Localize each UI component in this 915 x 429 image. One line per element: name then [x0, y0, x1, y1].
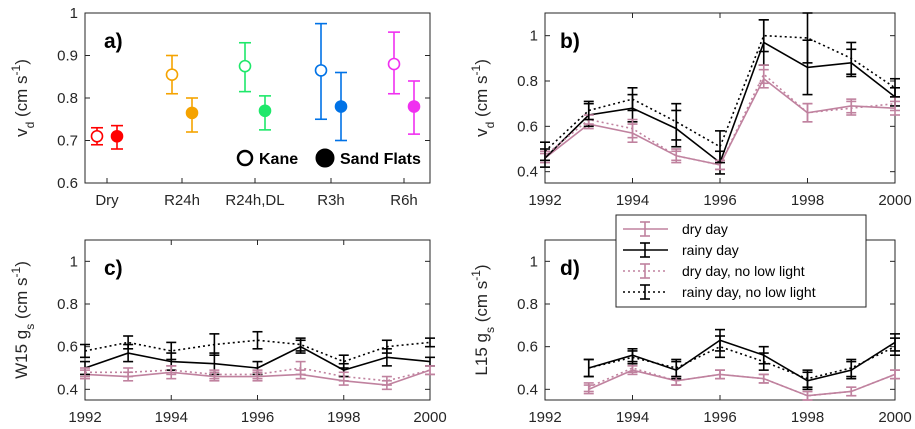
panel-a: 0.6 0.7 0.8 0.9 1 Dry R24h R24h,DL R3h R6h Kane San… [57, 5, 431, 209]
legend: dry day rainy day dry day, no low light rai… [615, 214, 867, 308]
y-axis-label-unit: (cm s [472, 281, 491, 327]
x-tick-label: Dry [95, 192, 119, 209]
series-line [588, 345, 896, 380]
x-tick-label: R24h,DL [225, 192, 284, 209]
x-tick-label: 2000 [878, 409, 911, 426]
y-axis-label-sub: d [23, 122, 37, 129]
y-tick-label: 0.9 [57, 48, 78, 65]
x-tick-label: 2000 [878, 192, 911, 209]
y-axis-label: L15 gs (cm s-1) [469, 264, 497, 375]
y-tick-label: 1 [530, 253, 538, 270]
legend-entry: dry day [682, 221, 728, 237]
y-axis-label-sub: s [23, 324, 37, 330]
panel-label: d) [560, 257, 580, 280]
data-point [110, 129, 124, 143]
y-axis-label-main: W15 g [12, 330, 31, 379]
series-line [588, 339, 896, 382]
y-tick-label: 0.8 [517, 296, 538, 313]
y-tick-label: 0.4 [517, 381, 538, 398]
y-tick-label: 0.6 [517, 118, 538, 135]
data-point [334, 100, 348, 113]
x-tick-label: 1994 [155, 409, 188, 426]
legend-label-open: Kane [259, 151, 298, 168]
legend-entry: dry day, no low light [682, 263, 805, 279]
data-point [258, 104, 272, 118]
y-axis-label-unit: (cm s [472, 75, 491, 121]
x-tick-label: 1994 [616, 409, 649, 426]
series-line [544, 34, 896, 152]
legend-entry: rainy day [682, 242, 739, 258]
y-axis-label: vd (cm s-1) [469, 59, 497, 137]
y-tick-label: 0.6 [517, 339, 538, 356]
y-axis-label-close: ) [472, 264, 491, 270]
y-tick-label: 0.8 [517, 73, 538, 90]
panel-label: c) [104, 257, 123, 280]
y-axis-label-sup: -1 [9, 64, 23, 75]
y-axis-label: vd (cm s-1) [9, 59, 37, 137]
y-axis-label-main: L15 g [472, 333, 491, 376]
x-tick-label: 1996 [703, 192, 736, 209]
data-point [238, 59, 252, 73]
y-axis-label: W15 gs (cm s-1) [9, 261, 37, 379]
series-line [544, 72, 896, 166]
y-axis-label-close: ) [12, 59, 31, 65]
legend-label-filled: Sand Flats [340, 151, 421, 168]
x-tick-label: 1998 [791, 192, 824, 209]
x-tick-label: 2000 [413, 409, 446, 426]
x-tick-label: 1992 [528, 192, 561, 209]
x-tick-label: R6h [390, 192, 418, 209]
panel-c: 0.4 0.6 0.8 1 1992 1994 1996 1998 2000 c) [57, 239, 447, 426]
data-point [165, 68, 179, 81]
panel-label: b) [560, 30, 580, 53]
x-tick-label: 1998 [791, 409, 824, 426]
legend-open-marker [236, 149, 254, 167]
y-axis-label-close: ) [472, 59, 491, 65]
x-tick-label: 1992 [528, 409, 561, 426]
y-axis-label-main: v [472, 128, 491, 137]
y-axis-label-sub: d [483, 122, 497, 129]
legend-filled-marker [315, 148, 335, 168]
y-tick-label: 0.4 [517, 164, 538, 181]
legend-box [615, 214, 867, 308]
y-tick-label: 0.8 [57, 296, 78, 313]
x-tick-label: 1994 [616, 192, 649, 209]
y-tick-label: 0.8 [57, 90, 78, 107]
y-axis-label-sub: s [483, 327, 497, 333]
y-axis-label-unit: (cm s [12, 75, 31, 121]
y-tick-label: 1 [70, 5, 78, 22]
legend-entry: rainy day, no low light [682, 284, 816, 300]
y-tick-label: 1 [530, 28, 538, 45]
y-axis-label-unit: (cm s [12, 277, 31, 323]
panel-b: 0.4 0.6 0.8 1 1992 1994 1996 1998 2000 b) [517, 12, 912, 209]
data-point [90, 129, 104, 143]
x-tick-label: 1992 [68, 409, 101, 426]
y-axis-label-sup: -1 [469, 64, 483, 75]
y-tick-label: 0.4 [57, 381, 78, 398]
y-axis-label-sup: -1 [469, 270, 483, 281]
x-tick-label: R24h [164, 192, 200, 209]
y-tick-label: 0.6 [57, 339, 78, 356]
x-tick-label: 1996 [703, 409, 736, 426]
data-point [314, 64, 328, 77]
x-tick-label: R3h [317, 192, 345, 209]
y-axis-label-close: ) [12, 261, 31, 267]
x-tick-label: 1998 [327, 409, 360, 426]
data-point [387, 57, 401, 71]
y-tick-label: 0.7 [57, 133, 78, 150]
series-line [588, 367, 896, 397]
x-tick-label: 1996 [241, 409, 274, 426]
y-tick-label: 1 [70, 253, 78, 270]
y-tick-label: 0.6 [57, 175, 78, 192]
panel-label: a) [104, 30, 123, 53]
y-axis-label-main: v [12, 128, 31, 137]
data-point [185, 106, 199, 120]
panel-d: 0.4 0.6 0.8 1 1992 1994 1996 1998 2000 d) [517, 239, 912, 426]
y-axis-label-sup: -1 [9, 266, 23, 277]
data-point [407, 100, 421, 113]
